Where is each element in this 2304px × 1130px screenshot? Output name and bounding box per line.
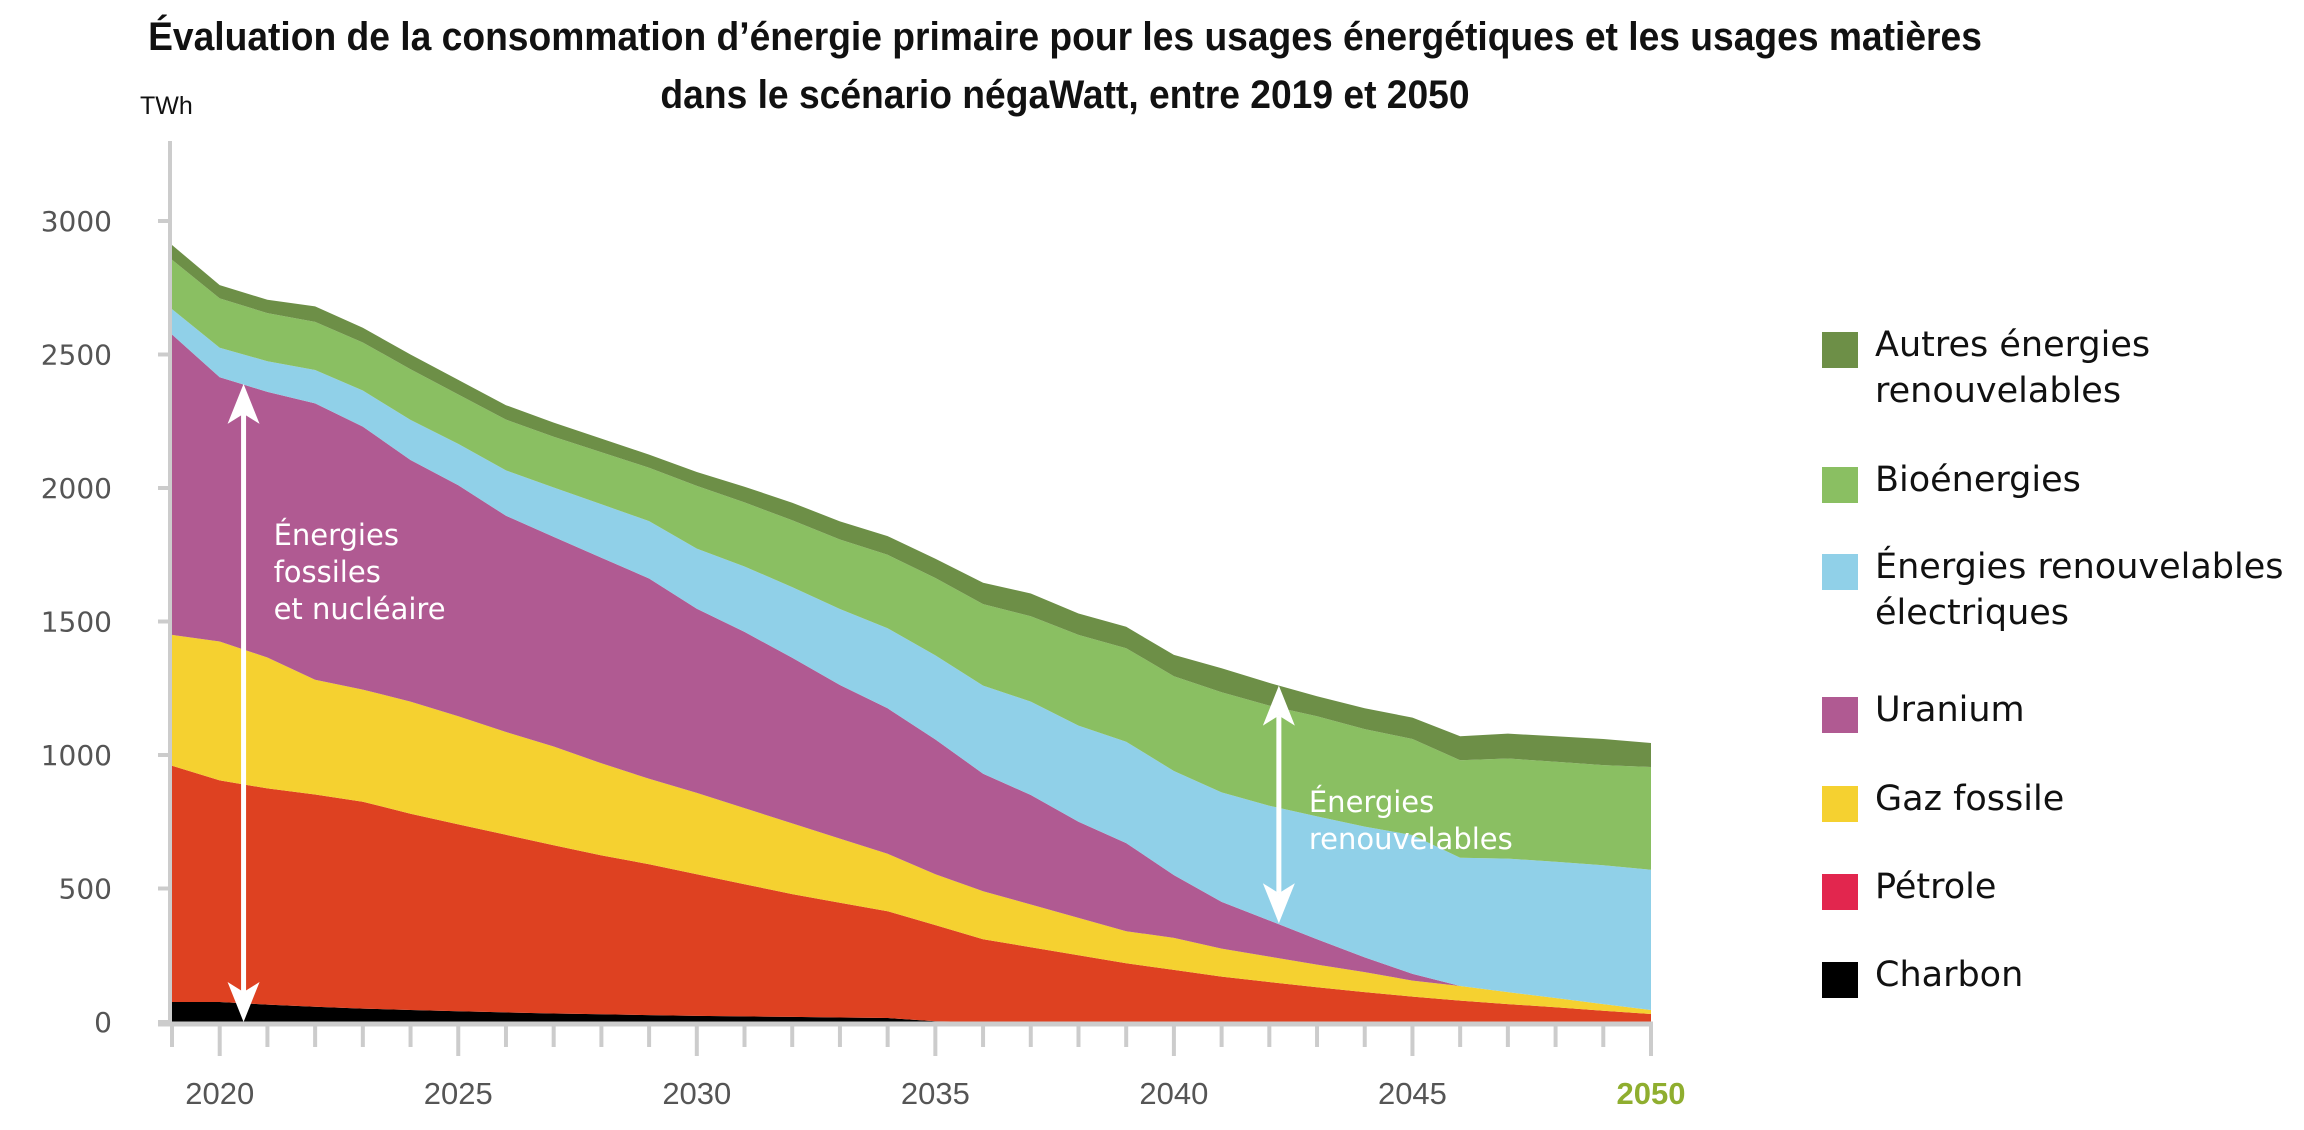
- annotation-arrow: [227, 383, 260, 1022]
- annotation-arrow: [1262, 685, 1295, 924]
- area-uranium: [172, 334, 1651, 1010]
- area-charbon: [172, 1002, 1651, 1022]
- legend-item: Bioénergies: [1822, 457, 2081, 503]
- chart-title-line-2: dans le scénario négaWatt, entre 2019 et…: [660, 73, 1470, 117]
- legend-label: Charbon: [1875, 955, 2024, 995]
- legend-item: Uranium: [1822, 687, 2025, 733]
- legend-label: Uranium: [1875, 690, 2025, 730]
- arrow-up-icon: [1262, 685, 1295, 726]
- y-tick-label: 2500: [41, 339, 112, 372]
- x-tick-label: 2020: [185, 1076, 254, 1111]
- legend-label: Gaz fossile: [1875, 779, 2065, 819]
- legend-swatch: [1822, 786, 1858, 822]
- area-gaz-fossile: [172, 634, 1651, 1014]
- annotation-label: Énergies: [274, 518, 399, 552]
- x-tick-label: 2025: [424, 1076, 493, 1111]
- legend-item: Autres énergies renouvelables: [1822, 322, 2150, 414]
- legend-swatch: [1822, 332, 1858, 368]
- chart-title-line-1: Évaluation de la consommation d’énergie …: [148, 15, 1982, 59]
- annotation-label: fossiles: [274, 555, 381, 589]
- legend-swatch: [1822, 554, 1858, 590]
- legend-swatch: [1822, 467, 1858, 503]
- annotation-label: renouvelables: [1309, 822, 1513, 856]
- legend-item: Pétrole: [1822, 864, 1996, 910]
- y-tick-label: 2000: [41, 472, 112, 505]
- legend-item: Énergies renouvelables électriques: [1822, 544, 2284, 636]
- y-tick-label: 500: [59, 873, 112, 906]
- legend-swatch: [1822, 874, 1858, 910]
- legend-label: Autres énergies renouvelables: [1875, 325, 2151, 411]
- legend-label: Pétrole: [1875, 867, 1997, 907]
- arrow-down-icon: [227, 982, 260, 1022]
- annotation-label: et nucléaire: [274, 592, 446, 626]
- x-tick-label: 2050: [1617, 1076, 1686, 1111]
- x-tick-label: 2040: [1139, 1076, 1208, 1111]
- area-layers: [172, 245, 1651, 1022]
- x-tick-label: 2035: [901, 1076, 970, 1111]
- y-axis-unit-label: TWh: [140, 92, 193, 120]
- arrow-down-icon: [1262, 883, 1295, 924]
- y-tick-label: 3000: [41, 205, 112, 238]
- chart-title: Évaluation de la consommation d’énergie …: [75, 8, 2056, 124]
- legend-swatch: [1822, 697, 1858, 733]
- legend-item: Charbon: [1822, 952, 2023, 998]
- area-petrole: [172, 765, 1651, 1022]
- annotation-label: Énergies: [1309, 785, 1434, 819]
- arrow-up-icon: [227, 383, 260, 424]
- y-tick-label: 1500: [41, 606, 112, 639]
- y-tick-label: 0: [94, 1006, 112, 1039]
- axes: 0 500 1000 1500 2000 2500 3000 2020 2025 2030 2035…: [41, 141, 1686, 1111]
- y-tick-label: 1000: [41, 739, 112, 772]
- legend-swatch: [1822, 962, 1858, 998]
- legend-label: Bioénergies: [1875, 460, 2081, 500]
- x-tick-label: 2030: [662, 1076, 731, 1111]
- legend-item: Gaz fossile: [1822, 776, 2064, 822]
- legend-label: Énergies renouvelables électriques: [1875, 547, 2284, 633]
- x-tick-label: 2045: [1378, 1076, 1447, 1111]
